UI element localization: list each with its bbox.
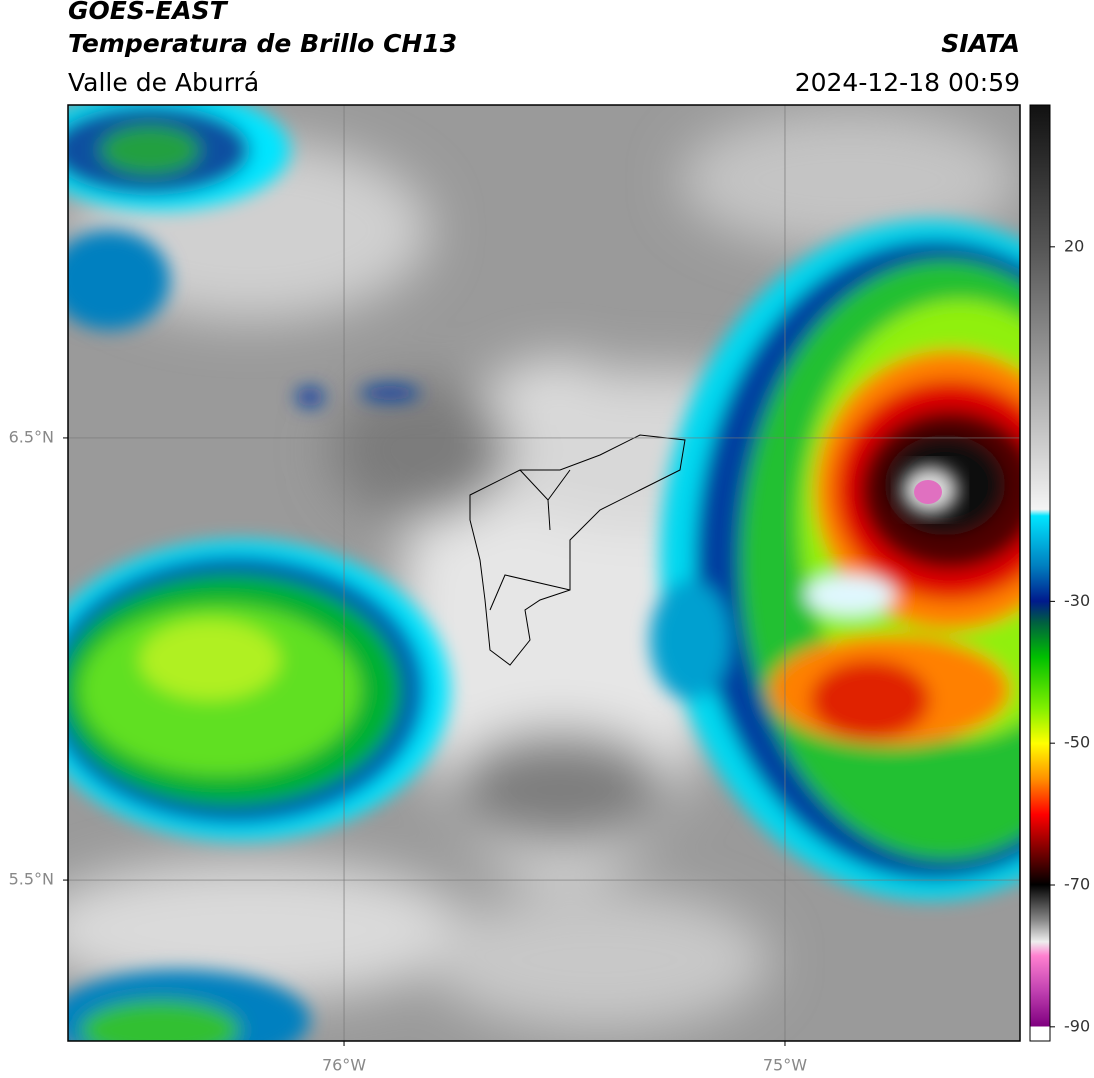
y-tick-label: 6.5°N [9,427,54,446]
colorbar-label: -50 [1064,733,1090,752]
title: GOES-EAST [68,0,229,25]
map-frame [67,104,1021,1042]
colorbar-label: -90 [1064,1016,1090,1035]
graticule [68,105,1020,1041]
source: SIATA [941,29,1020,58]
colorbar-label: -70 [1064,875,1090,894]
y-tick-label: 5.5°N [9,870,54,889]
satellite-image [68,105,1020,1041]
colorbar-label: -30 [1064,591,1090,610]
colorbar-label: 20 [1064,236,1084,255]
timestamp: 2024-12-18 00:59 [795,68,1020,97]
region: Valle de Aburrá [68,68,259,97]
x-tick-label: 76°W [322,1056,366,1075]
subtitle: Temperatura de Brillo CH13 [68,29,457,58]
colorbar [1029,104,1051,1042]
x-tick-label: 75°W [763,1056,807,1075]
